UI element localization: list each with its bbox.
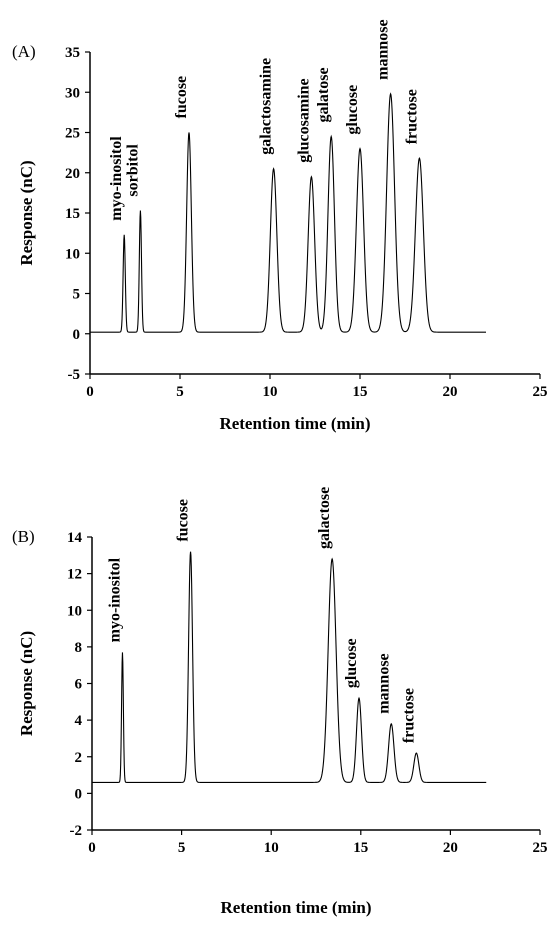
x-tick-label: 0 — [86, 384, 94, 400]
panel-label: (B) — [12, 527, 35, 546]
chart-panel-a: -5 0 5 10 15 20 25 30 35 0 5 10 15 20 25 Retention time… — [12, 19, 548, 433]
y-axis-label: Response (nC) — [17, 631, 36, 736]
x-tick-label: 15 — [353, 384, 368, 400]
y-tick-label: 15 — [65, 206, 80, 222]
y-tick-label: 4 — [75, 713, 83, 729]
peak-label: glucose — [344, 85, 361, 135]
y-tick-label: 10 — [67, 603, 82, 619]
y-tick-label: 0 — [75, 786, 83, 802]
x-tick-label: 5 — [178, 840, 186, 856]
peak-label: mannose — [375, 653, 392, 713]
peak-label: fucose — [175, 499, 192, 542]
peak-label: galactosamine — [258, 58, 275, 155]
x-tick-label: 25 — [533, 840, 548, 856]
x-axis-label: Retention time (min) — [220, 898, 371, 917]
chromatogram-trace — [90, 92, 486, 333]
y-tick-label: 14 — [67, 530, 83, 546]
peak-label: galatose — [315, 67, 332, 122]
y-tick-label: 2 — [75, 750, 83, 766]
x-tick-label: 15 — [353, 840, 368, 856]
peak-label: glucose — [343, 638, 360, 688]
x-tick-label: 20 — [443, 840, 458, 856]
y-tick-label: 35 — [65, 45, 80, 61]
panel-label: (A) — [12, 42, 36, 61]
y-tick-label: 8 — [75, 640, 83, 656]
x-tick-label: 20 — [443, 384, 458, 400]
y-tick-label: 30 — [65, 85, 80, 101]
peak-label: myo-inositol — [108, 136, 125, 221]
x-tick-label: 5 — [176, 384, 184, 400]
y-tick-label: 5 — [73, 287, 81, 303]
y-axis-label: Response (nC) — [17, 160, 36, 265]
y-tick-label: 20 — [65, 166, 80, 182]
chromatogram-trace — [92, 551, 487, 783]
y-tick-label: -5 — [68, 367, 81, 383]
x-tick-label: 25 — [533, 384, 548, 400]
y-tick-label: 0 — [73, 327, 81, 343]
peak-label: myo-inositol — [106, 557, 123, 642]
chart-panel-b: -2 0 2 4 6 8 10 12 14 0 5 10 15 20 25 Retention time (m… — [12, 487, 548, 917]
x-axis-label: Retention time (min) — [219, 414, 370, 433]
peak-label: fucose — [173, 76, 190, 119]
y-tick-label: 6 — [75, 677, 83, 693]
peak-label: fructose — [400, 688, 417, 743]
y-tick-label: 12 — [67, 567, 82, 583]
peak-label: mannose — [375, 19, 392, 79]
peak-label: fructose — [403, 89, 420, 144]
x-tick-label: 0 — [88, 840, 96, 856]
y-tick-label: 25 — [65, 126, 80, 142]
x-tick-label: 10 — [263, 384, 278, 400]
x-tick-label: 10 — [264, 840, 279, 856]
peak-label: glucosamine — [295, 78, 312, 162]
y-tick-label: -2 — [70, 823, 83, 839]
peak-label: sorbitol — [124, 144, 141, 197]
peak-label: galactose — [316, 487, 333, 549]
y-tick-label: 10 — [65, 246, 80, 262]
